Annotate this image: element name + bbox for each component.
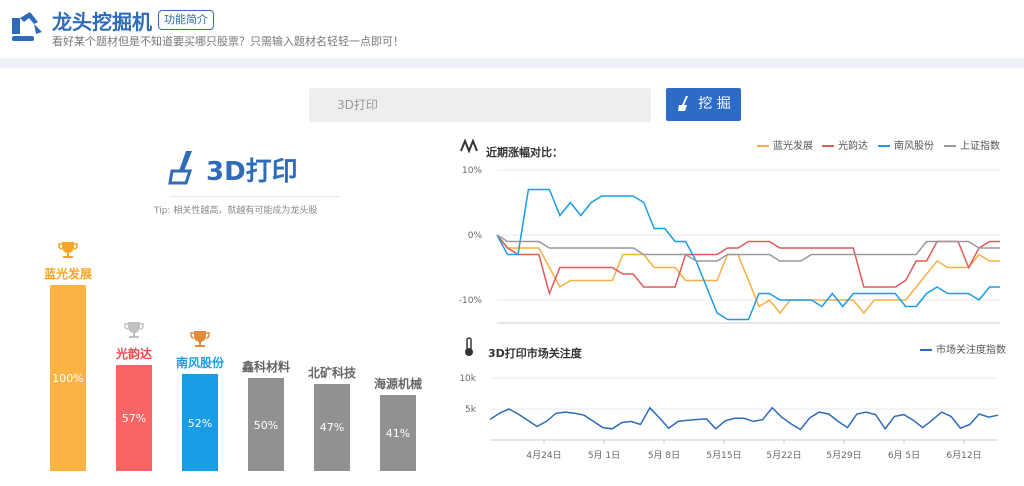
ranking-stock-name[interactable]: 鑫科材料 bbox=[241, 360, 290, 374]
app-subtitle: 看好某个题材但是不知道要买哪只股票？只需输入题材名轻轻一点即可！ bbox=[52, 35, 404, 48]
ranking-stock-name[interactable]: 南风股份 bbox=[175, 356, 224, 371]
divider bbox=[170, 196, 340, 197]
x-tick-label: 6月 5日 bbox=[888, 450, 920, 461]
ranking-bar[interactable] bbox=[182, 374, 218, 471]
change-compare-title: 近期涨幅对比： bbox=[486, 146, 563, 159]
ranking-bar[interactable] bbox=[380, 394, 416, 471]
legend-label: 光韵达 bbox=[838, 141, 868, 152]
trophy-icon bbox=[58, 242, 78, 258]
thermometer-icon bbox=[465, 337, 473, 356]
legend-item[interactable]: 光韵达 bbox=[822, 137, 868, 152]
attention-title: 3D打印市场关注度 bbox=[488, 347, 582, 360]
series-line[interactable] bbox=[496, 234, 1000, 296]
y-tick-label: 10k bbox=[459, 374, 476, 384]
topic-heading: 3D打印 bbox=[168, 146, 298, 192]
ranking-percentage: 50% bbox=[253, 418, 279, 432]
x-tick-label: 5月15日 bbox=[706, 450, 741, 461]
series-line[interactable] bbox=[496, 188, 1000, 321]
trophy-icon bbox=[190, 331, 210, 348]
ranking-stock-name[interactable]: 光韵达 bbox=[115, 346, 152, 361]
legend-item[interactable]: 南风股份 bbox=[878, 137, 934, 152]
attention-legend: 市场关注度指数 bbox=[920, 341, 1006, 356]
feature-intro-button[interactable]: 功能简介 bbox=[158, 10, 214, 30]
header-divider bbox=[0, 58, 1024, 68]
series-line[interactable] bbox=[496, 234, 1000, 315]
legend-label: 上证指数 bbox=[960, 141, 1000, 152]
excavator-logo-icon bbox=[12, 12, 42, 41]
legend-item[interactable]: 蓝光发展 bbox=[757, 137, 813, 152]
attention-chart: 10k 5k 4月24日 5月 1日 5月 8日 5月15日 5月22日 5月29日 6月 5日… bbox=[459, 374, 999, 461]
ranking-percentage: 47% bbox=[319, 421, 345, 435]
ranking-bar[interactable] bbox=[50, 285, 86, 471]
change-compare-chart: 10% 0% -10% bbox=[459, 166, 1000, 324]
ranking-stock-name[interactable]: 北矿科技 bbox=[307, 365, 356, 380]
ranking-bar[interactable] bbox=[248, 378, 284, 471]
ranking-bar[interactable] bbox=[116, 364, 152, 471]
trend-icon bbox=[460, 139, 478, 153]
ranking-percentage: 100% bbox=[52, 372, 84, 385]
dig-button-label: 挖 掘 bbox=[698, 96, 731, 112]
x-tick-label: 5月29日 bbox=[826, 450, 861, 461]
y-tick-label: 5k bbox=[465, 405, 477, 415]
ranking-percentage: 41% bbox=[385, 426, 411, 440]
shovel-icon bbox=[168, 151, 193, 185]
legend-item[interactable]: 上证指数 bbox=[944, 137, 1000, 152]
page-header: 龙头挖掘机 功能简介 看好某个题材但是不知道要买哪只股票？只需输入题材名轻轻一点… bbox=[0, 0, 1024, 58]
legend-swatch bbox=[757, 145, 769, 147]
x-tick-label: 5月 1日 bbox=[588, 450, 620, 461]
topic-name: 3D打印 bbox=[206, 156, 298, 187]
legend-label: 蓝光发展 bbox=[773, 141, 813, 152]
x-tick-label: 5月 8日 bbox=[648, 450, 680, 461]
ranking-percentage: 57% bbox=[121, 411, 147, 425]
legend-swatch bbox=[944, 145, 956, 147]
y-tick-label: 10% bbox=[462, 166, 482, 176]
legend-swatch bbox=[878, 145, 890, 147]
series-line[interactable] bbox=[496, 234, 1000, 262]
x-tick-label: 4月24日 bbox=[526, 450, 561, 461]
shovel-icon bbox=[678, 96, 689, 111]
main-panel bbox=[8, 68, 1016, 486]
app-title: 龙头挖掘机 bbox=[52, 10, 152, 34]
x-tick-label: 6月12日 bbox=[946, 450, 981, 461]
topic-search-input[interactable]: 3D打印 bbox=[309, 88, 651, 122]
legend-label: 南风股份 bbox=[894, 141, 934, 152]
ranking-percentage: 52% bbox=[187, 416, 213, 430]
dig-button[interactable]: 挖 掘 bbox=[666, 88, 741, 121]
series-line[interactable] bbox=[489, 406, 999, 431]
ranking-stock-name[interactable]: 蓝光发展 bbox=[43, 267, 92, 281]
y-tick-label: -10% bbox=[459, 296, 483, 306]
trophy-icon bbox=[124, 321, 144, 338]
ranking-bar[interactable] bbox=[314, 383, 350, 471]
y-tick-label: 0% bbox=[468, 231, 483, 241]
legend-swatch bbox=[822, 145, 834, 147]
relevance-tip: Tip: 相关性越高，就越有可能成为龙头股 bbox=[154, 206, 318, 216]
ranking-stock-name[interactable]: 海源机械 bbox=[373, 376, 422, 391]
x-tick-label: 5月22日 bbox=[766, 450, 801, 461]
